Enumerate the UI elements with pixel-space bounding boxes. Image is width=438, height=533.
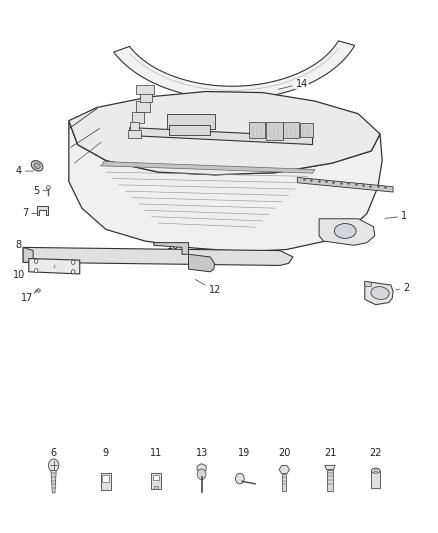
Polygon shape	[153, 475, 159, 480]
Polygon shape	[266, 122, 283, 140]
Circle shape	[35, 269, 38, 273]
Polygon shape	[282, 474, 286, 491]
Polygon shape	[51, 471, 56, 493]
Polygon shape	[197, 464, 206, 472]
Polygon shape	[102, 475, 109, 482]
Polygon shape	[169, 125, 210, 135]
Polygon shape	[300, 123, 313, 136]
Text: 13: 13	[195, 448, 208, 458]
Text: 11: 11	[150, 448, 162, 458]
Text: 16: 16	[161, 241, 180, 252]
Polygon shape	[325, 465, 335, 470]
Polygon shape	[29, 259, 80, 274]
Polygon shape	[327, 470, 332, 491]
Polygon shape	[136, 85, 154, 94]
Ellipse shape	[371, 468, 380, 473]
Polygon shape	[132, 112, 144, 123]
Ellipse shape	[374, 470, 378, 472]
Text: 14: 14	[278, 78, 308, 90]
Polygon shape	[130, 127, 313, 144]
Polygon shape	[140, 93, 152, 102]
Text: 1: 1	[385, 211, 407, 221]
Polygon shape	[37, 206, 48, 215]
Polygon shape	[130, 122, 139, 131]
Polygon shape	[279, 465, 290, 474]
Text: 6: 6	[50, 448, 57, 458]
Polygon shape	[101, 473, 111, 490]
Polygon shape	[23, 247, 33, 262]
Text: 10: 10	[13, 270, 31, 280]
Polygon shape	[151, 473, 161, 489]
Polygon shape	[69, 92, 380, 175]
Polygon shape	[250, 122, 265, 138]
Text: 22: 22	[369, 448, 382, 458]
Text: 9: 9	[103, 448, 109, 458]
Text: 8: 8	[16, 240, 34, 251]
Polygon shape	[371, 471, 380, 488]
Polygon shape	[102, 161, 315, 173]
Circle shape	[71, 270, 75, 274]
Ellipse shape	[34, 163, 40, 168]
Text: 5: 5	[33, 185, 49, 196]
Circle shape	[35, 259, 38, 263]
Polygon shape	[154, 486, 158, 489]
Polygon shape	[188, 254, 215, 272]
Polygon shape	[365, 281, 371, 287]
Polygon shape	[297, 177, 393, 192]
Text: 7: 7	[22, 208, 38, 219]
Polygon shape	[136, 101, 150, 112]
Polygon shape	[69, 120, 382, 252]
Text: 21: 21	[324, 448, 336, 458]
Polygon shape	[167, 114, 215, 128]
Text: 2: 2	[396, 282, 409, 293]
Polygon shape	[154, 243, 188, 254]
Polygon shape	[127, 130, 141, 138]
Polygon shape	[283, 122, 299, 138]
Polygon shape	[23, 247, 293, 265]
Ellipse shape	[334, 223, 356, 238]
Circle shape	[71, 260, 75, 264]
Polygon shape	[365, 281, 393, 305]
Text: 12: 12	[195, 279, 221, 295]
Text: 20: 20	[278, 448, 290, 458]
Text: 15: 15	[285, 137, 312, 147]
Text: 18: 18	[357, 174, 380, 184]
Text: 19: 19	[238, 448, 251, 458]
Circle shape	[48, 459, 59, 472]
Text: 17: 17	[21, 290, 36, 303]
Ellipse shape	[371, 287, 389, 300]
Circle shape	[236, 473, 244, 484]
Text: 4: 4	[16, 166, 33, 176]
Polygon shape	[319, 219, 375, 245]
Polygon shape	[114, 41, 355, 100]
Ellipse shape	[31, 160, 43, 171]
Circle shape	[197, 469, 206, 480]
